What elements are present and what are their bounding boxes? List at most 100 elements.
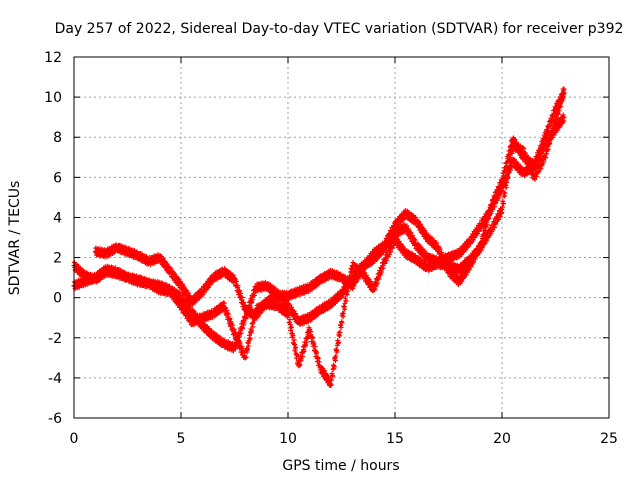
sample-marker — [332, 358, 338, 364]
sample-marker — [484, 222, 490, 228]
sample-marker — [329, 377, 335, 383]
axis-ticks: 0 5 10 15 20 25 -6 -4 -2 0 2 4 6 8 10 12 — [44, 50, 618, 447]
sample-marker — [459, 278, 465, 284]
sample-marker — [179, 301, 185, 307]
sample-marker — [518, 146, 524, 152]
sample-marker — [390, 230, 396, 236]
y-tick-label: -6 — [48, 411, 62, 427]
x-axis-label: GPS time / hours — [282, 458, 399, 474]
sample-marker — [502, 167, 508, 173]
sample-marker — [501, 174, 507, 180]
sample-marker — [351, 283, 357, 289]
sample-marker — [404, 223, 410, 229]
sample-marker — [486, 216, 492, 222]
sample-marker — [553, 121, 559, 127]
sample-marker — [372, 287, 378, 293]
sample-marker — [168, 266, 174, 272]
sample-marker — [239, 295, 245, 301]
sample-marker — [497, 185, 503, 191]
sample-marker — [315, 355, 321, 361]
sample-marker — [540, 143, 546, 149]
sample-marker — [517, 163, 523, 169]
sample-marker — [241, 300, 247, 306]
data-point — [561, 114, 567, 120]
series-trace-b — [71, 86, 567, 388]
sample-marker — [444, 263, 450, 269]
y-tick-label: 2 — [53, 251, 62, 267]
sample-marker — [314, 349, 320, 355]
x-tick-label: 10 — [279, 431, 297, 447]
sample-marker — [514, 139, 520, 145]
sample-marker — [291, 337, 297, 343]
sample-marker — [251, 292, 257, 298]
sample-marker — [233, 278, 239, 284]
sample-marker — [250, 324, 256, 330]
sample-marker — [503, 185, 509, 191]
sample-marker — [476, 228, 482, 234]
sample-marker — [538, 148, 544, 154]
sample-marker — [541, 138, 547, 144]
sample-marker — [508, 155, 514, 161]
sample-marker — [293, 344, 299, 350]
sample-marker — [384, 257, 390, 263]
sample-marker — [388, 249, 394, 255]
sample-marker — [388, 233, 394, 239]
sample-marker — [286, 312, 292, 318]
sample-marker — [463, 272, 469, 278]
sample-marker — [185, 310, 191, 316]
sample-marker — [291, 342, 297, 348]
sample-marker — [502, 190, 508, 196]
sample-marker — [439, 250, 445, 256]
sample-marker — [201, 290, 207, 296]
sample-marker — [345, 289, 351, 295]
data-point — [561, 90, 567, 96]
y-tick-label: 4 — [53, 210, 62, 226]
x-tick-label: 0 — [70, 431, 79, 447]
sample-marker — [249, 328, 255, 334]
sample-marker — [309, 334, 315, 340]
sample-marker — [384, 241, 390, 247]
sample-marker — [287, 316, 293, 322]
sample-marker — [541, 158, 547, 164]
sample-marker — [547, 124, 553, 130]
sample-marker — [340, 310, 346, 316]
sample-marker — [235, 283, 241, 289]
sample-marker — [221, 300, 227, 306]
sample-marker — [246, 343, 252, 349]
series-trace-c — [92, 88, 567, 322]
y-tick-label: 12 — [44, 50, 62, 66]
y-tick-label: 6 — [53, 170, 62, 186]
sample-marker — [506, 166, 512, 171]
sample-marker — [240, 325, 246, 331]
sample-marker — [288, 304, 294, 310]
sample-marker — [233, 331, 239, 337]
sample-marker — [543, 134, 549, 140]
sample-marker — [311, 341, 317, 347]
sample-marker — [505, 158, 511, 164]
sample-marker — [164, 261, 170, 267]
sample-marker — [255, 313, 261, 319]
sample-marker — [330, 373, 336, 379]
sample-marker — [554, 127, 560, 133]
sample-marker — [418, 221, 424, 227]
sample-marker — [560, 117, 566, 123]
sample-marker — [334, 349, 340, 355]
sample-marker — [313, 348, 319, 354]
sample-marker — [328, 382, 334, 388]
sample-marker — [389, 245, 395, 251]
sample-marker — [244, 346, 250, 352]
sample-marker — [551, 113, 557, 119]
sample-marker — [470, 237, 476, 243]
sample-marker — [551, 127, 557, 133]
x-tick-label: 25 — [600, 431, 618, 447]
sample-marker — [247, 336, 253, 342]
sample-marker — [443, 259, 449, 265]
sample-marker — [333, 353, 339, 359]
sample-marker — [408, 230, 414, 236]
sample-marker — [312, 344, 318, 350]
sample-marker — [497, 213, 503, 219]
sample-marker — [396, 238, 402, 244]
sample-marker — [243, 316, 249, 322]
sample-marker — [554, 116, 560, 122]
sample-marker — [241, 320, 247, 326]
